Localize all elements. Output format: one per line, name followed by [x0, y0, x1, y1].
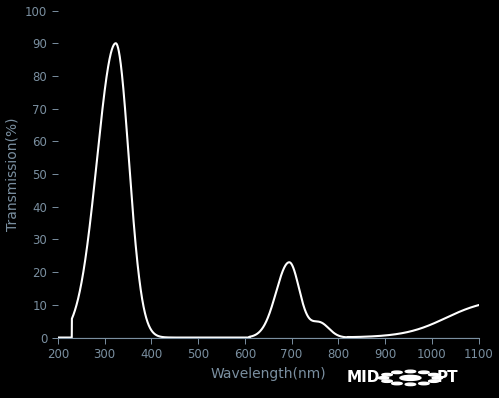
Text: PT: PT	[437, 371, 458, 385]
Circle shape	[400, 375, 421, 380]
Text: MID: MID	[347, 371, 380, 385]
X-axis label: Wavelength(nm): Wavelength(nm)	[211, 367, 326, 380]
Y-axis label: Transmission(%): Transmission(%)	[5, 117, 19, 231]
Circle shape	[382, 380, 392, 382]
Circle shape	[405, 370, 416, 373]
Circle shape	[405, 383, 416, 386]
Circle shape	[392, 371, 402, 374]
Circle shape	[419, 382, 429, 385]
Circle shape	[429, 373, 439, 376]
Circle shape	[429, 380, 439, 382]
Circle shape	[432, 377, 443, 379]
Circle shape	[419, 371, 429, 374]
Circle shape	[382, 373, 392, 376]
Circle shape	[392, 382, 402, 385]
Circle shape	[378, 377, 389, 379]
